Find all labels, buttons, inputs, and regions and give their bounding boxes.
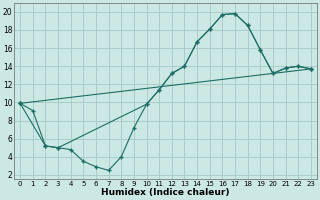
X-axis label: Humidex (Indice chaleur): Humidex (Indice chaleur) — [101, 188, 230, 197]
